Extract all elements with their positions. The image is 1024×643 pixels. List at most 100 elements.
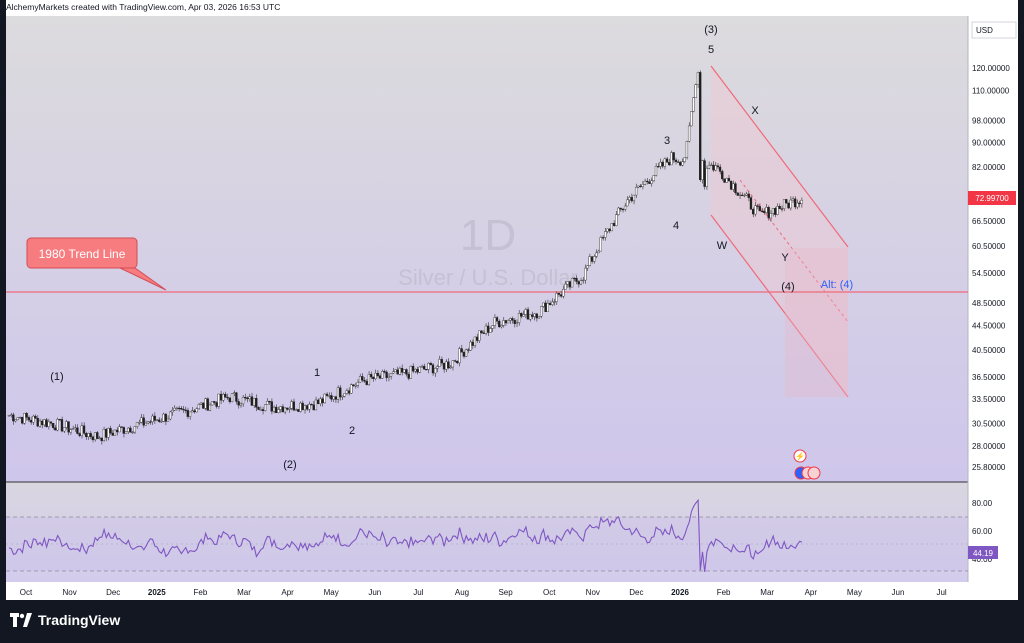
- candle-body: [378, 375, 382, 379]
- candle-body: [140, 417, 143, 423]
- tradingview-logo[interactable]: TradingView: [10, 612, 120, 628]
- candle-body: [533, 313, 536, 317]
- candle-body: [330, 395, 333, 400]
- candle-body: [153, 415, 156, 421]
- time-tick: Jun: [368, 588, 381, 597]
- time-tick: Apr: [805, 588, 818, 597]
- wave-label: W: [717, 240, 728, 252]
- time-tick: Mar: [237, 588, 251, 597]
- candle-body: [451, 360, 454, 368]
- candle-body: [233, 392, 236, 394]
- candle-body: [756, 205, 759, 207]
- candle-body: [650, 180, 653, 184]
- candle-body: [146, 421, 150, 424]
- wave-label: 4: [673, 220, 679, 232]
- candle-body: [729, 180, 733, 190]
- candle-body: [696, 72, 700, 85]
- candle-body: [186, 410, 189, 417]
- candle-body: [553, 301, 556, 303]
- candle-body: [328, 395, 331, 397]
- candle-body: [716, 165, 719, 168]
- candle-body: [138, 422, 141, 424]
- candle-body: [339, 387, 342, 398]
- candle-body: [752, 209, 755, 215]
- candle-body: [646, 180, 649, 183]
- candle-body: [562, 289, 565, 297]
- candle-body: [546, 303, 549, 312]
- rsi-tag[interactable]: 44.19: [968, 546, 998, 559]
- time-tick: Apr: [281, 588, 294, 597]
- wave-label: Y: [781, 252, 789, 264]
- candle-body: [517, 313, 521, 323]
- candle-body: [458, 348, 461, 364]
- candle-body: [400, 367, 404, 373]
- header-bar: [6, 0, 1018, 16]
- candle-body: [453, 360, 457, 362]
- candle-body: [49, 421, 53, 424]
- candle-body: [195, 408, 198, 413]
- candle-body: [665, 158, 669, 163]
- candle-body: [367, 374, 371, 385]
- candle-body: [89, 433, 92, 438]
- candle-body: [440, 359, 443, 364]
- candle-body: [7, 415, 11, 417]
- price-pane[interactable]: [6, 16, 968, 482]
- rsi-tick: 40.00: [972, 555, 993, 564]
- candle-body: [405, 369, 408, 375]
- candle-body: [705, 168, 708, 187]
- candle-body: [447, 361, 450, 369]
- us-flag-icon[interactable]: [794, 466, 821, 480]
- candle-body: [723, 178, 726, 183]
- wave-label: 1: [314, 367, 320, 379]
- currency-box[interactable]: [971, 21, 1017, 39]
- candle-body: [104, 428, 108, 438]
- candle-body: [93, 432, 97, 441]
- candle-body: [34, 415, 37, 419]
- candle-body: [763, 211, 766, 213]
- rsi-panel: 80.00 60.00 40.00: [6, 498, 993, 573]
- candle-body: [341, 395, 344, 398]
- candle-body: [244, 397, 247, 399]
- candle-body: [749, 197, 753, 210]
- candle-body: [438, 359, 441, 367]
- candle-body: [363, 379, 366, 382]
- candle-body: [528, 314, 532, 320]
- time-scale[interactable]: [6, 582, 1018, 600]
- candle-body: [107, 428, 110, 438]
- candle-body: [522, 314, 525, 317]
- candle-body: [586, 265, 589, 269]
- rsi-tick: 80.00: [972, 499, 993, 508]
- candle-body: [65, 421, 68, 428]
- price-tag[interactable]: 72.99700: [968, 191, 1016, 205]
- candle-body: [740, 194, 744, 196]
- candle-body: [376, 372, 379, 376]
- rsi-tick: 60.00: [972, 527, 993, 536]
- candle-body: [85, 433, 88, 438]
- flash-icon[interactable]: ⚡: [793, 449, 807, 463]
- price-scale[interactable]: [968, 16, 1018, 582]
- candle-body: [173, 407, 176, 411]
- candle-body: [299, 402, 302, 412]
- candle-body: [575, 277, 578, 282]
- candle-body: [652, 175, 655, 181]
- channel: [710, 65, 849, 398]
- candle-body: [193, 410, 196, 413]
- candle-body: [641, 184, 644, 187]
- candle-body: [67, 421, 70, 433]
- callout-1980[interactable]: 1980 Trend Line: [26, 237, 167, 291]
- candle-body: [124, 431, 128, 434]
- candle-body: [577, 281, 580, 285]
- candle-body: [672, 152, 675, 161]
- rsi-tag-value: 44.19: [973, 549, 994, 558]
- rsi-pane[interactable]: [6, 482, 968, 582]
- header-credit: AlchemyMarkets created with TradingView.…: [6, 2, 281, 12]
- candle-body: [710, 164, 713, 166]
- candle-body: [712, 164, 715, 171]
- candle-body: [381, 371, 384, 379]
- candle-body: [43, 419, 46, 426]
- candle-body: [471, 341, 474, 346]
- candle-body: [422, 365, 426, 370]
- candle-body: [725, 178, 728, 183]
- candle-body: [169, 411, 172, 420]
